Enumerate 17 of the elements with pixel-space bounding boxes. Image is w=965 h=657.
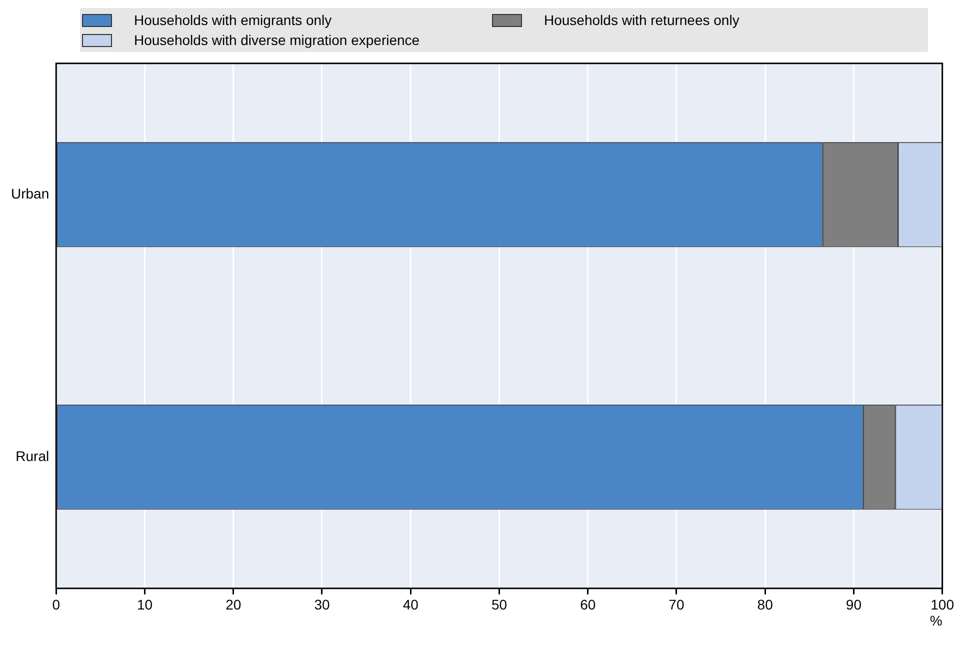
- x-tick-label: 10: [136, 596, 153, 613]
- y-tick-label: Urban: [10, 186, 50, 202]
- x-tick-label: 80: [757, 596, 774, 613]
- x-tick-label: 60: [580, 596, 596, 613]
- y-tick-label: Rural: [16, 448, 50, 464]
- x-tick-label: 20: [226, 596, 242, 613]
- x-tick-label: 40: [402, 596, 419, 613]
- x-axis-title: %: [930, 612, 942, 628]
- x-tick-label: 50: [491, 596, 508, 613]
- x-tick-label: 100: [930, 596, 954, 613]
- legend-label: Households with returnees only: [544, 12, 740, 28]
- x-tick-label: 70: [668, 596, 684, 613]
- legend-label: Households with emigrants only: [134, 12, 332, 28]
- x-tick-label: 30: [314, 596, 330, 613]
- legend-label: Households with diverse migration experience: [134, 32, 420, 48]
- x-tick-label: 90: [846, 596, 862, 613]
- x-tick-label: 0: [52, 596, 60, 613]
